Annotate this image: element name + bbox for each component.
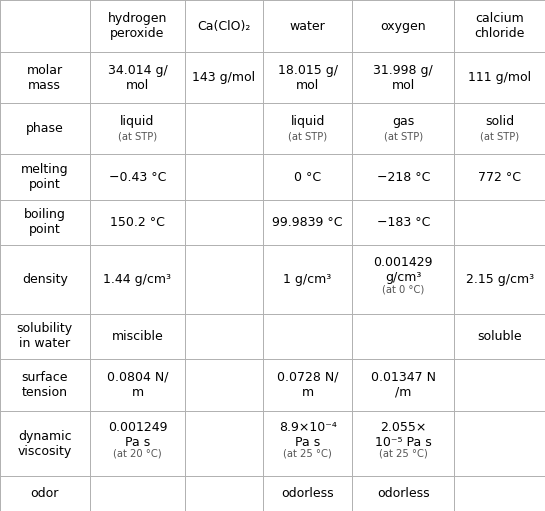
Text: molar
mass: molar mass [27, 64, 63, 92]
Text: 18.015 g/
mol: 18.015 g/ mol [277, 64, 337, 92]
Text: 0 °C: 0 °C [294, 171, 321, 183]
Text: liquid: liquid [120, 115, 155, 128]
Text: odorless: odorless [281, 487, 334, 500]
Text: liquid: liquid [290, 115, 325, 128]
Text: (at 25 °C): (at 25 °C) [283, 449, 332, 459]
Text: 772 °C: 772 °C [478, 171, 521, 183]
Text: miscible: miscible [112, 330, 164, 343]
Text: 143 g/mol: 143 g/mol [192, 72, 256, 84]
Text: Ca(ClO)₂: Ca(ClO)₂ [197, 19, 251, 33]
Text: 1.44 g/cm³: 1.44 g/cm³ [104, 273, 172, 286]
Text: soluble: soluble [477, 330, 522, 343]
Text: 2.055×
10⁻⁵ Pa s: 2.055× 10⁻⁵ Pa s [375, 421, 432, 449]
Text: 0.0804 N/
m: 0.0804 N/ m [107, 371, 168, 399]
Text: calcium
chloride: calcium chloride [474, 12, 525, 40]
Text: (at 20 °C): (at 20 °C) [113, 449, 162, 459]
Text: 31.998 g/
mol: 31.998 g/ mol [373, 64, 433, 92]
Text: odorless: odorless [377, 487, 429, 500]
Text: hydrogen
peroxide: hydrogen peroxide [108, 12, 167, 40]
Text: solid: solid [485, 115, 514, 128]
Text: odor: odor [31, 487, 59, 500]
Text: boiling
point: boiling point [24, 208, 66, 237]
Text: (at STP): (at STP) [288, 132, 327, 142]
Text: 0.001429
g/cm³: 0.001429 g/cm³ [373, 256, 433, 284]
Text: 0.01347 N
/m: 0.01347 N /m [371, 371, 436, 399]
Text: 34.014 g/
mol: 34.014 g/ mol [107, 64, 167, 92]
Text: (at STP): (at STP) [118, 132, 157, 142]
Text: (at 25 °C): (at 25 °C) [379, 449, 428, 459]
Text: 0.0728 N/
m: 0.0728 N/ m [277, 371, 338, 399]
Text: 111 g/mol: 111 g/mol [468, 72, 531, 84]
Text: density: density [22, 273, 68, 286]
Text: phase: phase [26, 123, 64, 135]
Text: solubility
in water: solubility in water [17, 322, 73, 350]
Text: (at STP): (at STP) [384, 132, 423, 142]
Text: 1 g/cm³: 1 g/cm³ [283, 273, 332, 286]
Text: (at STP): (at STP) [480, 132, 519, 142]
Text: 0.001249
Pa s: 0.001249 Pa s [108, 421, 167, 449]
Text: −218 °C: −218 °C [377, 171, 430, 183]
Text: 2.15 g/cm³: 2.15 g/cm³ [465, 273, 534, 286]
Text: dynamic
viscosity: dynamic viscosity [17, 430, 72, 458]
Text: −0.43 °C: −0.43 °C [109, 171, 166, 183]
Text: −183 °C: −183 °C [377, 216, 430, 229]
Text: (at 0 °C): (at 0 °C) [382, 285, 425, 295]
Text: surface
tension: surface tension [22, 371, 68, 399]
Text: 150.2 °C: 150.2 °C [110, 216, 165, 229]
Text: 8.9×10⁻⁴
Pa s: 8.9×10⁻⁴ Pa s [278, 421, 337, 449]
Text: 99.9839 °C: 99.9839 °C [272, 216, 343, 229]
Text: gas: gas [392, 115, 414, 128]
Text: oxygen: oxygen [380, 19, 426, 33]
Text: water: water [290, 19, 325, 33]
Text: melting
point: melting point [21, 163, 69, 191]
